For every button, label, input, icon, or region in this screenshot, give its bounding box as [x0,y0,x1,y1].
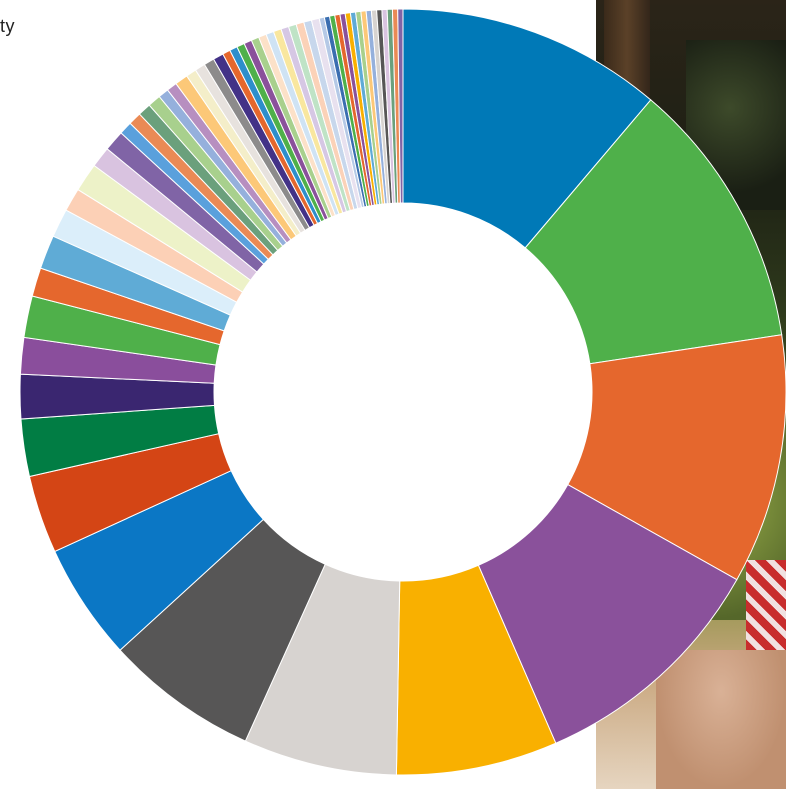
donut-slice-4 [477,483,738,744]
donut-slice-1 [402,8,652,249]
donut-slice-60 [397,8,404,204]
photo-person [656,650,786,789]
corner-text: ty [0,16,16,36]
donut-slice-2 [524,99,783,365]
